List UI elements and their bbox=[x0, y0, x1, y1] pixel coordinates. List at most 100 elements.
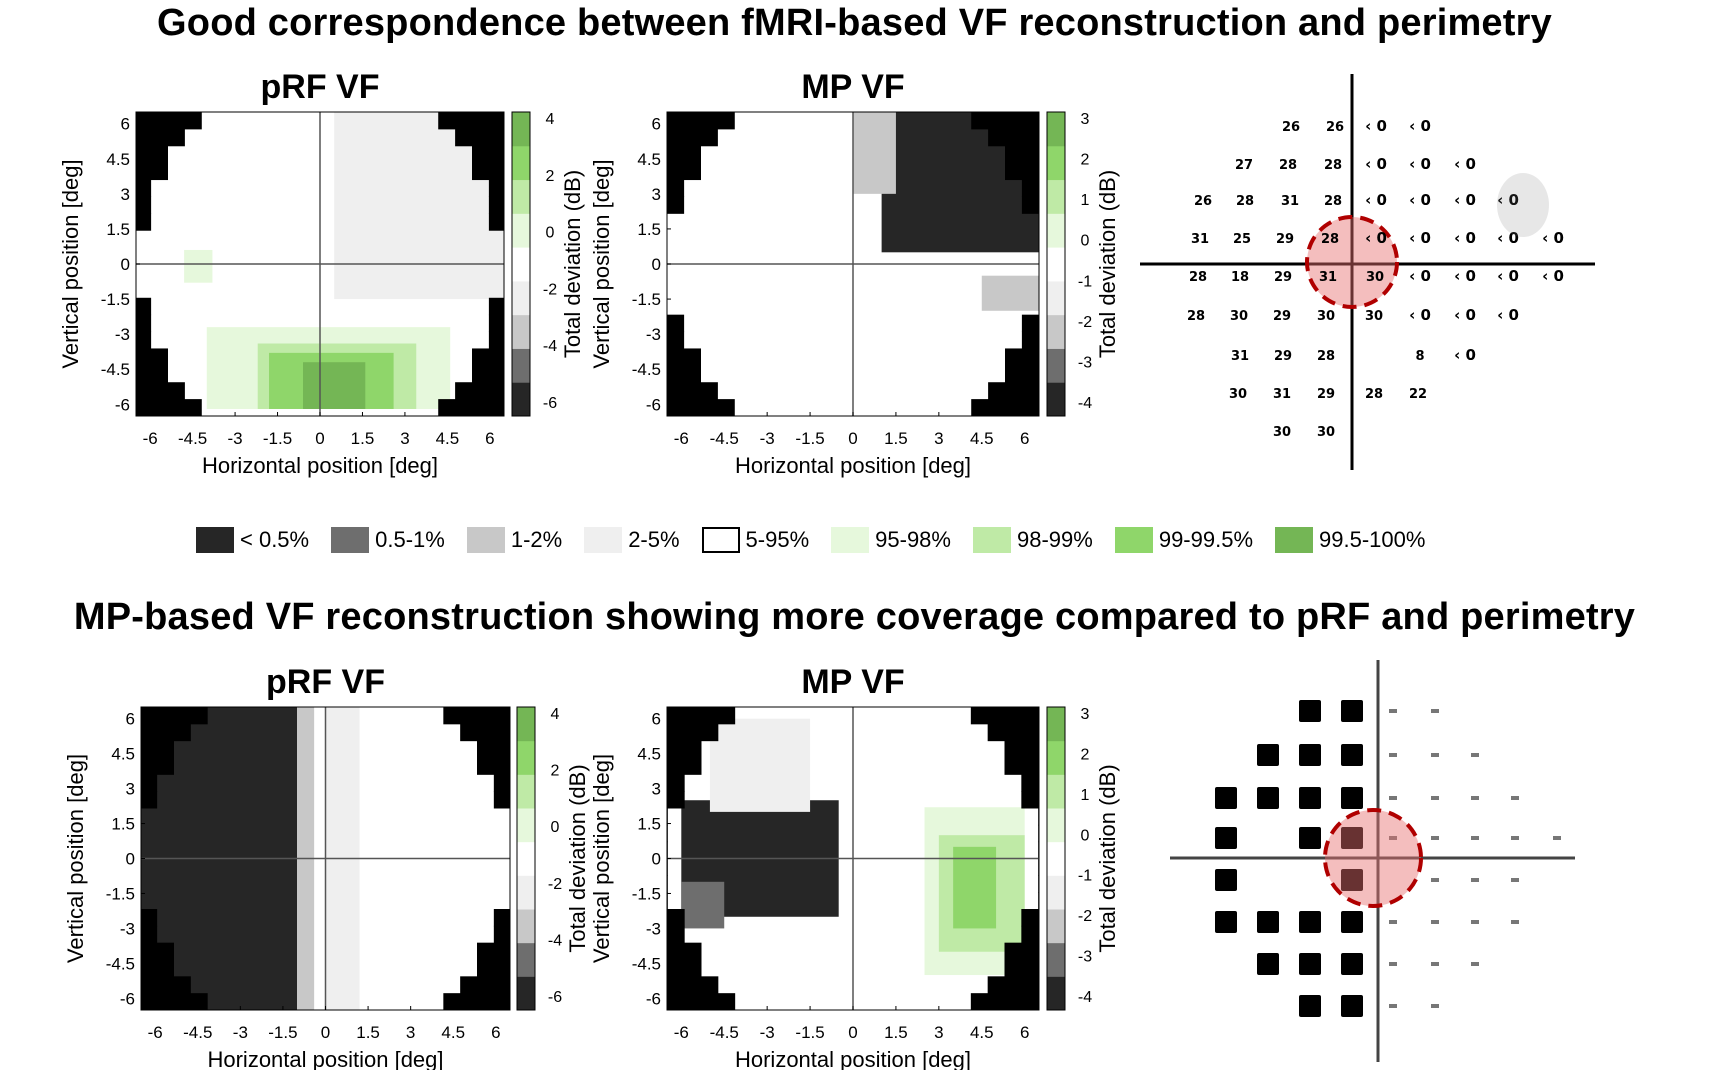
y-axis-label: Vertical position [deg] bbox=[589, 754, 614, 963]
vf-mask-cell bbox=[1021, 179, 1039, 197]
colorbar-segment bbox=[512, 382, 530, 417]
y-tick-label: 1.5 bbox=[111, 815, 135, 834]
threshold-value: 30 bbox=[1229, 387, 1247, 402]
legend-swatch bbox=[196, 527, 234, 553]
x-tick-label: -3 bbox=[233, 1023, 248, 1042]
threshold-value: 31 bbox=[1281, 194, 1299, 209]
legend-label: 95-98% bbox=[875, 527, 951, 552]
legend-label: 1-2% bbox=[510, 527, 563, 552]
vf-mask-cell bbox=[141, 959, 174, 977]
colorbar-tick-label: -1 bbox=[1078, 868, 1092, 885]
x-tick-label: -6 bbox=[674, 1023, 689, 1042]
legend-swatch bbox=[331, 527, 370, 553]
colorbar-tick-label: 4 bbox=[551, 706, 560, 723]
legend-swatch bbox=[1275, 527, 1314, 553]
x-tick-label: 0 bbox=[321, 1023, 330, 1042]
colorbar-tick-label: 2 bbox=[1081, 746, 1090, 763]
panel-title: pRF VF bbox=[266, 663, 385, 701]
colorbar-tick-label: 3 bbox=[1081, 706, 1090, 723]
vf-region bbox=[853, 112, 896, 194]
vf-mask-cell bbox=[1021, 331, 1039, 349]
colorbar-tick-label: 0 bbox=[1081, 827, 1090, 844]
greyscale-defect-square bbox=[1215, 869, 1237, 891]
significance-legend: < 0.5% 0.5-1% 1-2% 2-5% 5-95% 95-98% 98-… bbox=[196, 527, 1447, 553]
x-axis-label: Horizontal position [deg] bbox=[207, 1047, 443, 1070]
threshold-value: 28 bbox=[1324, 194, 1342, 209]
vf-mask-cell bbox=[136, 382, 185, 400]
vf-mask-cell bbox=[1021, 196, 1039, 214]
greyscale-normal-dot bbox=[1389, 1004, 1397, 1008]
vf-mask-cell bbox=[141, 976, 191, 994]
colorbar-tick-label: 2 bbox=[1081, 152, 1090, 169]
vf-mask-cell bbox=[438, 112, 504, 130]
colorbar-frame bbox=[516, 706, 536, 1011]
legend-item: 5-95% bbox=[701, 527, 809, 553]
vf-mask-cell bbox=[667, 757, 702, 775]
no-response-marker: ‹ 0 bbox=[1542, 229, 1564, 247]
threshold-value: 30 bbox=[1230, 309, 1248, 324]
colorbar-tick-label: 1 bbox=[1081, 787, 1090, 804]
threshold-value: 30 bbox=[1273, 425, 1291, 440]
vf-mask-cell bbox=[667, 365, 701, 383]
vf-mask-cell bbox=[136, 128, 185, 147]
x-axis-label: Horizontal position [deg] bbox=[735, 1047, 971, 1070]
greyscale-normal-dot bbox=[1471, 796, 1479, 800]
vf-mask-cell bbox=[136, 196, 152, 214]
threshold-value: 31 bbox=[1319, 270, 1337, 285]
threshold-value: 28 bbox=[1187, 309, 1205, 324]
x-tick-label: 0 bbox=[315, 429, 324, 448]
no-response-marker: ‹ 0 bbox=[1409, 117, 1431, 135]
greyscale-defect-square bbox=[1299, 827, 1321, 849]
y-tick-label: 0 bbox=[652, 850, 661, 869]
figure-heading-bottom: MP-based VF reconstruction showing more … bbox=[73, 596, 1636, 638]
vf-mask-cell bbox=[488, 179, 504, 197]
x-tick-label: -3 bbox=[228, 429, 243, 448]
no-response-marker: ‹ 0 bbox=[1454, 229, 1476, 247]
threshold-value: 8 bbox=[1415, 349, 1424, 364]
greyscale-defect-square bbox=[1299, 995, 1321, 1017]
greyscale-defect-square bbox=[1257, 744, 1279, 766]
y-tick-label: 6 bbox=[652, 710, 661, 729]
vf-mask-cell bbox=[1005, 145, 1039, 164]
no-response-marker: ‹ 0 bbox=[1365, 155, 1387, 173]
colorbar-segment bbox=[1047, 740, 1065, 775]
vf-mask-cell bbox=[488, 196, 504, 214]
x-tick-label: -6 bbox=[148, 1023, 163, 1042]
vf-heatmap-panel: MP VF -6 -4.5 -3 -1.5 0 1.5 3 4.5 6 Horizontal pos… bbox=[589, 663, 1120, 1070]
vf-mask-cell bbox=[1005, 348, 1039, 366]
vf-mask-cell bbox=[1021, 314, 1039, 333]
colorbar-segment bbox=[512, 179, 530, 214]
vf-region bbox=[184, 249, 213, 283]
greyscale-normal-dot bbox=[1389, 796, 1397, 800]
legend-item: < 0.5% bbox=[196, 527, 309, 553]
vf-mask-cell bbox=[488, 331, 504, 349]
vf-mask-cell bbox=[667, 179, 685, 197]
colorbar-tick-label: -2 bbox=[548, 876, 562, 893]
greyscale-normal-dot bbox=[1431, 878, 1439, 882]
y-tick-label: -4.5 bbox=[632, 360, 661, 379]
colorbar-tick-label: 4 bbox=[546, 111, 555, 128]
vf-region bbox=[681, 881, 725, 929]
threshold-value: 28 bbox=[1365, 387, 1383, 402]
colorbar-tick-label: 1 bbox=[1081, 192, 1090, 209]
greyscale-defect-square bbox=[1299, 700, 1321, 722]
vf-mask-cell bbox=[477, 959, 510, 977]
vf-mask-cell bbox=[970, 707, 1039, 725]
greyscale-defect-square bbox=[1341, 869, 1363, 891]
vf-mask-cell bbox=[1005, 365, 1039, 383]
vf-mask-cell bbox=[667, 382, 718, 400]
vf-mask-cell bbox=[477, 942, 510, 960]
greyscale-defect-square bbox=[1299, 911, 1321, 933]
vf-mask-cell bbox=[667, 128, 718, 147]
y-tick-label: 4.5 bbox=[106, 150, 130, 169]
y-tick-label: -1.5 bbox=[632, 290, 661, 309]
vf-mask-cell bbox=[1004, 740, 1039, 758]
colorbar-segment bbox=[1047, 213, 1065, 248]
threshold-value: 28 bbox=[1189, 270, 1207, 285]
threshold-value: 28 bbox=[1321, 232, 1339, 247]
colorbar-segment bbox=[1047, 942, 1065, 977]
colorbar-label: Total deviation (dB) bbox=[565, 764, 590, 952]
vf-mask-cell bbox=[667, 959, 702, 977]
perimetry-number-map: 26 26 27 28 28 26 28 31 28 31 25 29 28 28 18 29 31 30 28 30… bbox=[1140, 74, 1595, 470]
greyscale-normal-dot bbox=[1431, 962, 1439, 966]
